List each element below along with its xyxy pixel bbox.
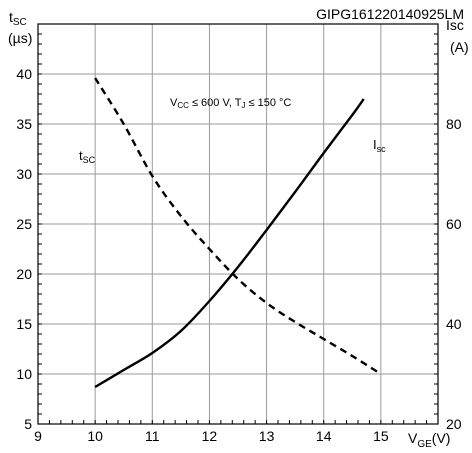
y-left-tick-label: 10	[16, 366, 32, 382]
y-right-tick-label: 40	[446, 316, 462, 332]
series-isc-label: Isc	[373, 137, 386, 154]
y-left-tick-label: 40	[16, 66, 32, 82]
y-left-tick-label: 15	[16, 316, 32, 332]
y-right-tick-label: 20	[446, 416, 462, 432]
y-right-tick-labels: 20 40 60 80	[446, 116, 462, 432]
x-tick-label: 9	[34, 428, 42, 444]
y-left-tick-label: 30	[16, 166, 32, 182]
y-left-axis-unit: (µs)	[8, 30, 32, 46]
y-right-tick-label: 80	[446, 116, 462, 132]
x-tick-label: 14	[316, 428, 332, 444]
y-left-tick-label: 25	[16, 216, 32, 232]
x-tick-label: 12	[202, 428, 218, 444]
y-right-tick-label: 60	[446, 216, 462, 232]
x-tick-label: 13	[259, 428, 275, 444]
x-tick-label: 11	[145, 428, 160, 444]
series-tsc-line	[94, 77, 382, 376]
x-axis-label: VGE(V)	[408, 430, 450, 450]
y-right-axis-unit: (A)	[450, 39, 469, 55]
y-left-tick-label: 5	[24, 416, 32, 432]
y-left-tick-labels: 5 10 15 20 25 30 35 40	[16, 66, 32, 432]
y-right-axis-label: Isc	[446, 17, 464, 33]
series-tsc-label: tSC	[79, 148, 96, 165]
series-isc-line	[94, 98, 365, 389]
x-tick-labels: 9 10 11 12 13 14 15	[34, 428, 389, 444]
x-tick-label: 10	[87, 428, 103, 444]
x-tick-label: 15	[373, 428, 389, 444]
y-left-tick-label: 20	[16, 266, 32, 282]
y-left-tick-label: 35	[16, 116, 32, 132]
chart-code: GIPG161220140925LM	[316, 6, 464, 22]
plot-frame	[37, 23, 439, 425]
condition-annotation: VCC ≤ 600 V, TJ ≤ 150 °C	[170, 97, 291, 110]
y-left-axis-label: tSC	[9, 9, 27, 28]
